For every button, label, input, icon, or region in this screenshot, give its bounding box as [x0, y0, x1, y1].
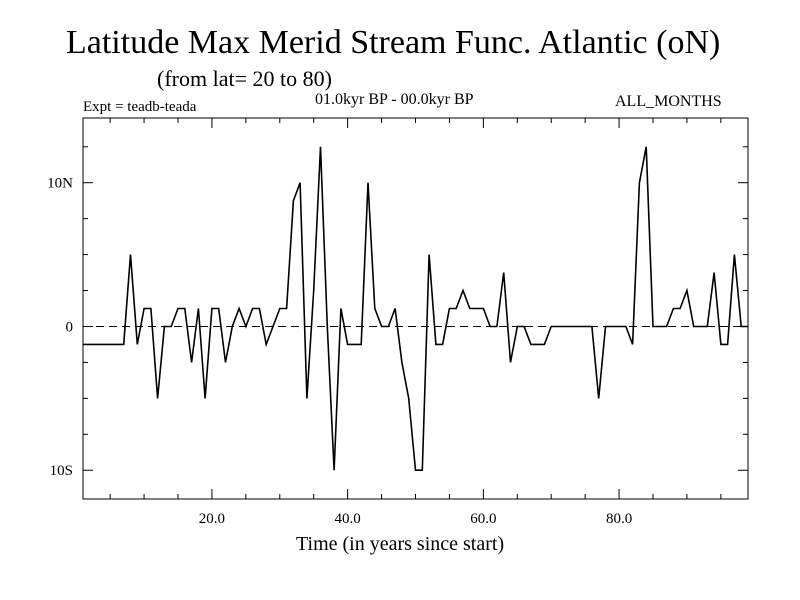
x-tick-label: 20.0 [199, 511, 225, 527]
chart-title: Latitude Max Merid Stream Func. Atlantic… [66, 24, 721, 61]
x-axis-label: Time (in years since start) [296, 533, 505, 555]
chart-subtitle: (from lat= 20 to 80) [157, 66, 332, 91]
minor-ticks [83, 118, 748, 499]
tick-labels: 20.0 40.0 60.0 80.0 10N 0 10S [47, 176, 632, 527]
x-tick-label: 60.0 [470, 511, 496, 527]
x-tick-label: 80.0 [606, 511, 632, 527]
months-label: ALL_MONTHS [615, 93, 722, 110]
x-tick-label: 40.0 [335, 511, 361, 527]
series-line [83, 146, 748, 472]
period-label: 01.0kyr BP - 00.0kyr BP [315, 91, 474, 108]
y-tick-label: 10N [47, 176, 73, 192]
y-tick-label: 10S [50, 463, 73, 479]
experiment-label: Expt = teadb-teada [83, 99, 197, 115]
y-tick-label: 0 [66, 319, 74, 335]
